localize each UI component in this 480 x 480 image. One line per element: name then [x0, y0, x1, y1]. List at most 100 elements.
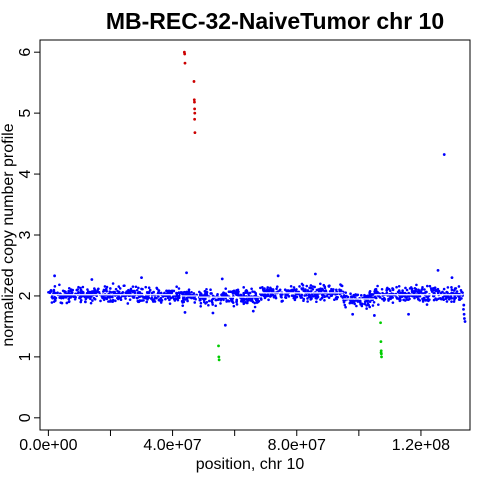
data-point — [298, 285, 301, 288]
data-point — [232, 304, 236, 308]
data-point — [263, 296, 267, 300]
normal-point — [313, 272, 317, 276]
data-point — [116, 296, 119, 300]
data-point — [79, 288, 83, 292]
data-point — [356, 300, 360, 303]
data-point — [209, 288, 212, 292]
data-point — [445, 300, 449, 303]
data-point — [369, 293, 373, 297]
gain-point — [193, 131, 197, 135]
data-point — [187, 288, 191, 291]
loss-point — [217, 358, 221, 362]
data-point — [67, 287, 71, 290]
data-point — [425, 303, 429, 306]
data-point — [450, 300, 453, 303]
data-point — [374, 296, 378, 300]
data-point — [110, 300, 114, 303]
y-tick-label: 0 — [17, 413, 34, 422]
data-point — [175, 297, 178, 301]
y-tick-label: 1 — [17, 352, 34, 361]
data-point — [342, 300, 346, 304]
data-point — [410, 287, 414, 291]
data-point — [301, 284, 305, 287]
data-point — [324, 290, 328, 293]
data-point — [388, 297, 391, 300]
data-point — [304, 288, 307, 291]
data-point — [112, 290, 115, 294]
data-point — [67, 300, 71, 304]
data-point — [363, 300, 367, 304]
data-point — [441, 290, 444, 294]
data-point — [426, 297, 430, 301]
data-point — [96, 288, 100, 292]
data-point — [270, 294, 273, 297]
gain-point — [192, 80, 196, 83]
data-point — [111, 295, 114, 299]
normal-point — [442, 153, 446, 156]
data-point — [231, 299, 234, 303]
data-point — [48, 290, 52, 293]
data-point — [355, 304, 358, 308]
data-point — [89, 301, 93, 305]
data-point — [356, 293, 360, 297]
data-point — [59, 295, 63, 299]
data-point — [415, 283, 418, 287]
data-point — [328, 284, 331, 287]
data-point — [368, 305, 372, 309]
data-point — [268, 290, 271, 293]
data-point — [428, 284, 432, 288]
data-point — [385, 288, 388, 292]
data-point — [396, 290, 400, 294]
data-point — [122, 284, 126, 288]
data-point — [435, 298, 438, 302]
data-point — [62, 296, 65, 300]
data-point — [255, 301, 259, 304]
data-point — [128, 298, 132, 301]
data-point — [414, 294, 418, 298]
data-point — [311, 287, 315, 291]
data-point — [340, 295, 343, 298]
data-point — [201, 294, 204, 297]
data-point — [425, 284, 429, 288]
data-point — [221, 293, 224, 297]
data-point — [177, 287, 181, 290]
data-point — [315, 300, 318, 304]
data-point — [135, 288, 139, 292]
data-point — [126, 290, 130, 293]
loss-point — [380, 355, 383, 359]
loss-point — [379, 352, 383, 356]
normal-point — [251, 309, 255, 313]
loss-point — [379, 321, 382, 325]
data-point — [207, 303, 210, 307]
data-point — [359, 294, 363, 297]
data-point — [229, 290, 232, 294]
data-point — [254, 292, 258, 295]
data-point — [259, 286, 262, 290]
data-point — [349, 292, 352, 296]
data-point — [137, 286, 140, 290]
data-point — [269, 286, 272, 290]
data-point — [120, 292, 124, 295]
data-point — [401, 289, 404, 292]
gain-point — [192, 98, 196, 102]
data-point — [81, 290, 84, 294]
data-point — [138, 290, 142, 294]
data-point — [425, 290, 428, 294]
data-point — [452, 296, 456, 300]
y-tick-label: 5 — [17, 109, 34, 118]
data-point — [168, 302, 172, 305]
data-point — [89, 297, 92, 301]
data-point — [141, 294, 144, 298]
data-point — [140, 287, 143, 291]
data-point — [295, 288, 298, 291]
data-point — [63, 290, 67, 294]
data-point — [242, 298, 246, 302]
data-point — [279, 295, 283, 298]
data-point — [373, 288, 377, 291]
data-point — [280, 299, 284, 303]
data-point — [155, 296, 158, 300]
data-point — [135, 296, 139, 300]
data-point — [284, 295, 287, 299]
gain-point — [193, 117, 197, 121]
data-point — [73, 295, 77, 298]
